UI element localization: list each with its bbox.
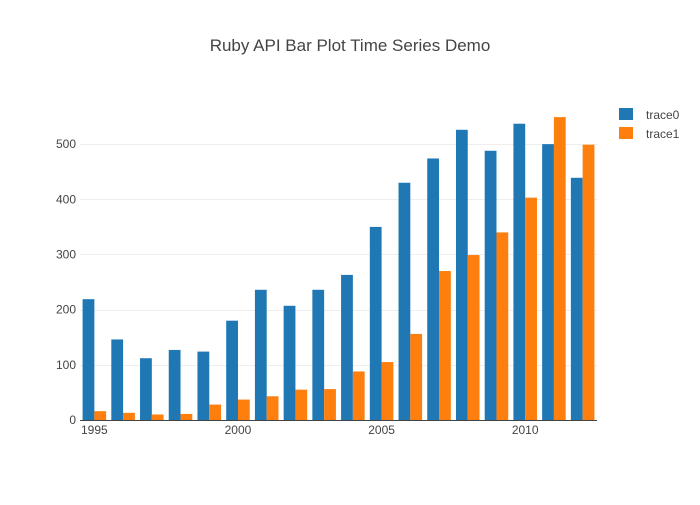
bar-trace1-2006[interactable] — [410, 333, 423, 420]
bar-trace1-2007[interactable] — [439, 271, 451, 420]
bar-trace0-1997[interactable] — [140, 358, 152, 420]
bar-trace0-2006[interactable] — [398, 182, 411, 420]
legend-label: trace1 — [646, 127, 680, 141]
bar-trace1-1998[interactable] — [180, 413, 193, 420]
bar-trace0-2004[interactable] — [341, 274, 353, 420]
bar-trace1-1997[interactable] — [151, 414, 164, 420]
bar-trace1-2004[interactable] — [352, 371, 365, 420]
bar-trace1-2005[interactable] — [381, 362, 394, 420]
bar-trace1-2008[interactable] — [467, 255, 480, 420]
legend-item-trace0[interactable]: trace0 — [619, 108, 680, 122]
x-tick-label: 2010 — [512, 423, 539, 437]
x-axis-ticks: 1995 2000 2005 2010 — [81, 423, 539, 437]
legend[interactable]: trace0 trace1 — [619, 108, 680, 141]
series-trace0 — [82, 123, 583, 421]
bar-trace1-2009[interactable] — [496, 232, 509, 420]
bar-trace1-2002[interactable] — [295, 389, 308, 420]
legend-item-trace1[interactable]: trace1 — [619, 127, 680, 141]
x-tick-label: 2000 — [225, 423, 252, 437]
bar-trace0-2011[interactable] — [542, 144, 554, 420]
bar-trace1-2011[interactable] — [553, 117, 566, 420]
bar-trace0-1999[interactable] — [197, 351, 210, 420]
bar-trace1-2010[interactable] — [525, 197, 537, 420]
bar-trace1-1996[interactable] — [123, 412, 135, 420]
y-tick-label: 500 — [56, 137, 76, 151]
legend-swatch — [619, 127, 633, 139]
bar-trace1-2012[interactable] — [582, 144, 595, 420]
bar-trace0-2003[interactable] — [312, 289, 325, 420]
bar-trace0-2000[interactable] — [226, 320, 238, 420]
bar-trace0-2002[interactable] — [283, 305, 296, 420]
bar-trace0-1998[interactable] — [168, 349, 181, 420]
bar-trace1-1995[interactable] — [94, 411, 107, 420]
bars — [82, 117, 595, 421]
legend-swatch — [619, 108, 633, 120]
bar-trace0-1996[interactable] — [111, 339, 124, 420]
bar-trace1-2000[interactable] — [237, 399, 250, 420]
legend-label: trace0 — [646, 108, 680, 122]
bar-trace0-2007[interactable] — [427, 158, 440, 421]
chart-title: Ruby API Bar Plot Time Series Demo — [210, 36, 491, 55]
y-tick-label: 200 — [56, 303, 76, 317]
bar-trace0-2005[interactable] — [369, 226, 382, 420]
bar-trace0-2008[interactable] — [455, 129, 468, 421]
y-tick-label: 300 — [56, 247, 76, 261]
series-trace1 — [94, 117, 595, 420]
y-tick-label: 0 — [69, 413, 76, 427]
y-axis-ticks: 0 100 200 300 400 500 — [56, 137, 76, 427]
bar-trace0-2010[interactable] — [513, 123, 526, 420]
bar-trace0-2001[interactable] — [254, 289, 267, 420]
x-tick-label: 2005 — [368, 423, 395, 437]
bar-trace1-2003[interactable] — [324, 389, 336, 420]
bar-trace1-2001[interactable] — [266, 396, 279, 420]
x-tick-label: 1995 — [81, 423, 108, 437]
bar-trace0-1995[interactable] — [82, 299, 95, 420]
bar-trace1-1999[interactable] — [209, 404, 222, 420]
y-tick-label: 400 — [56, 192, 76, 206]
gridlines — [80, 144, 597, 366]
y-tick-label: 100 — [56, 358, 76, 372]
bar-trace0-2009[interactable] — [484, 150, 497, 420]
bar-trace0-2012[interactable] — [570, 177, 583, 420]
